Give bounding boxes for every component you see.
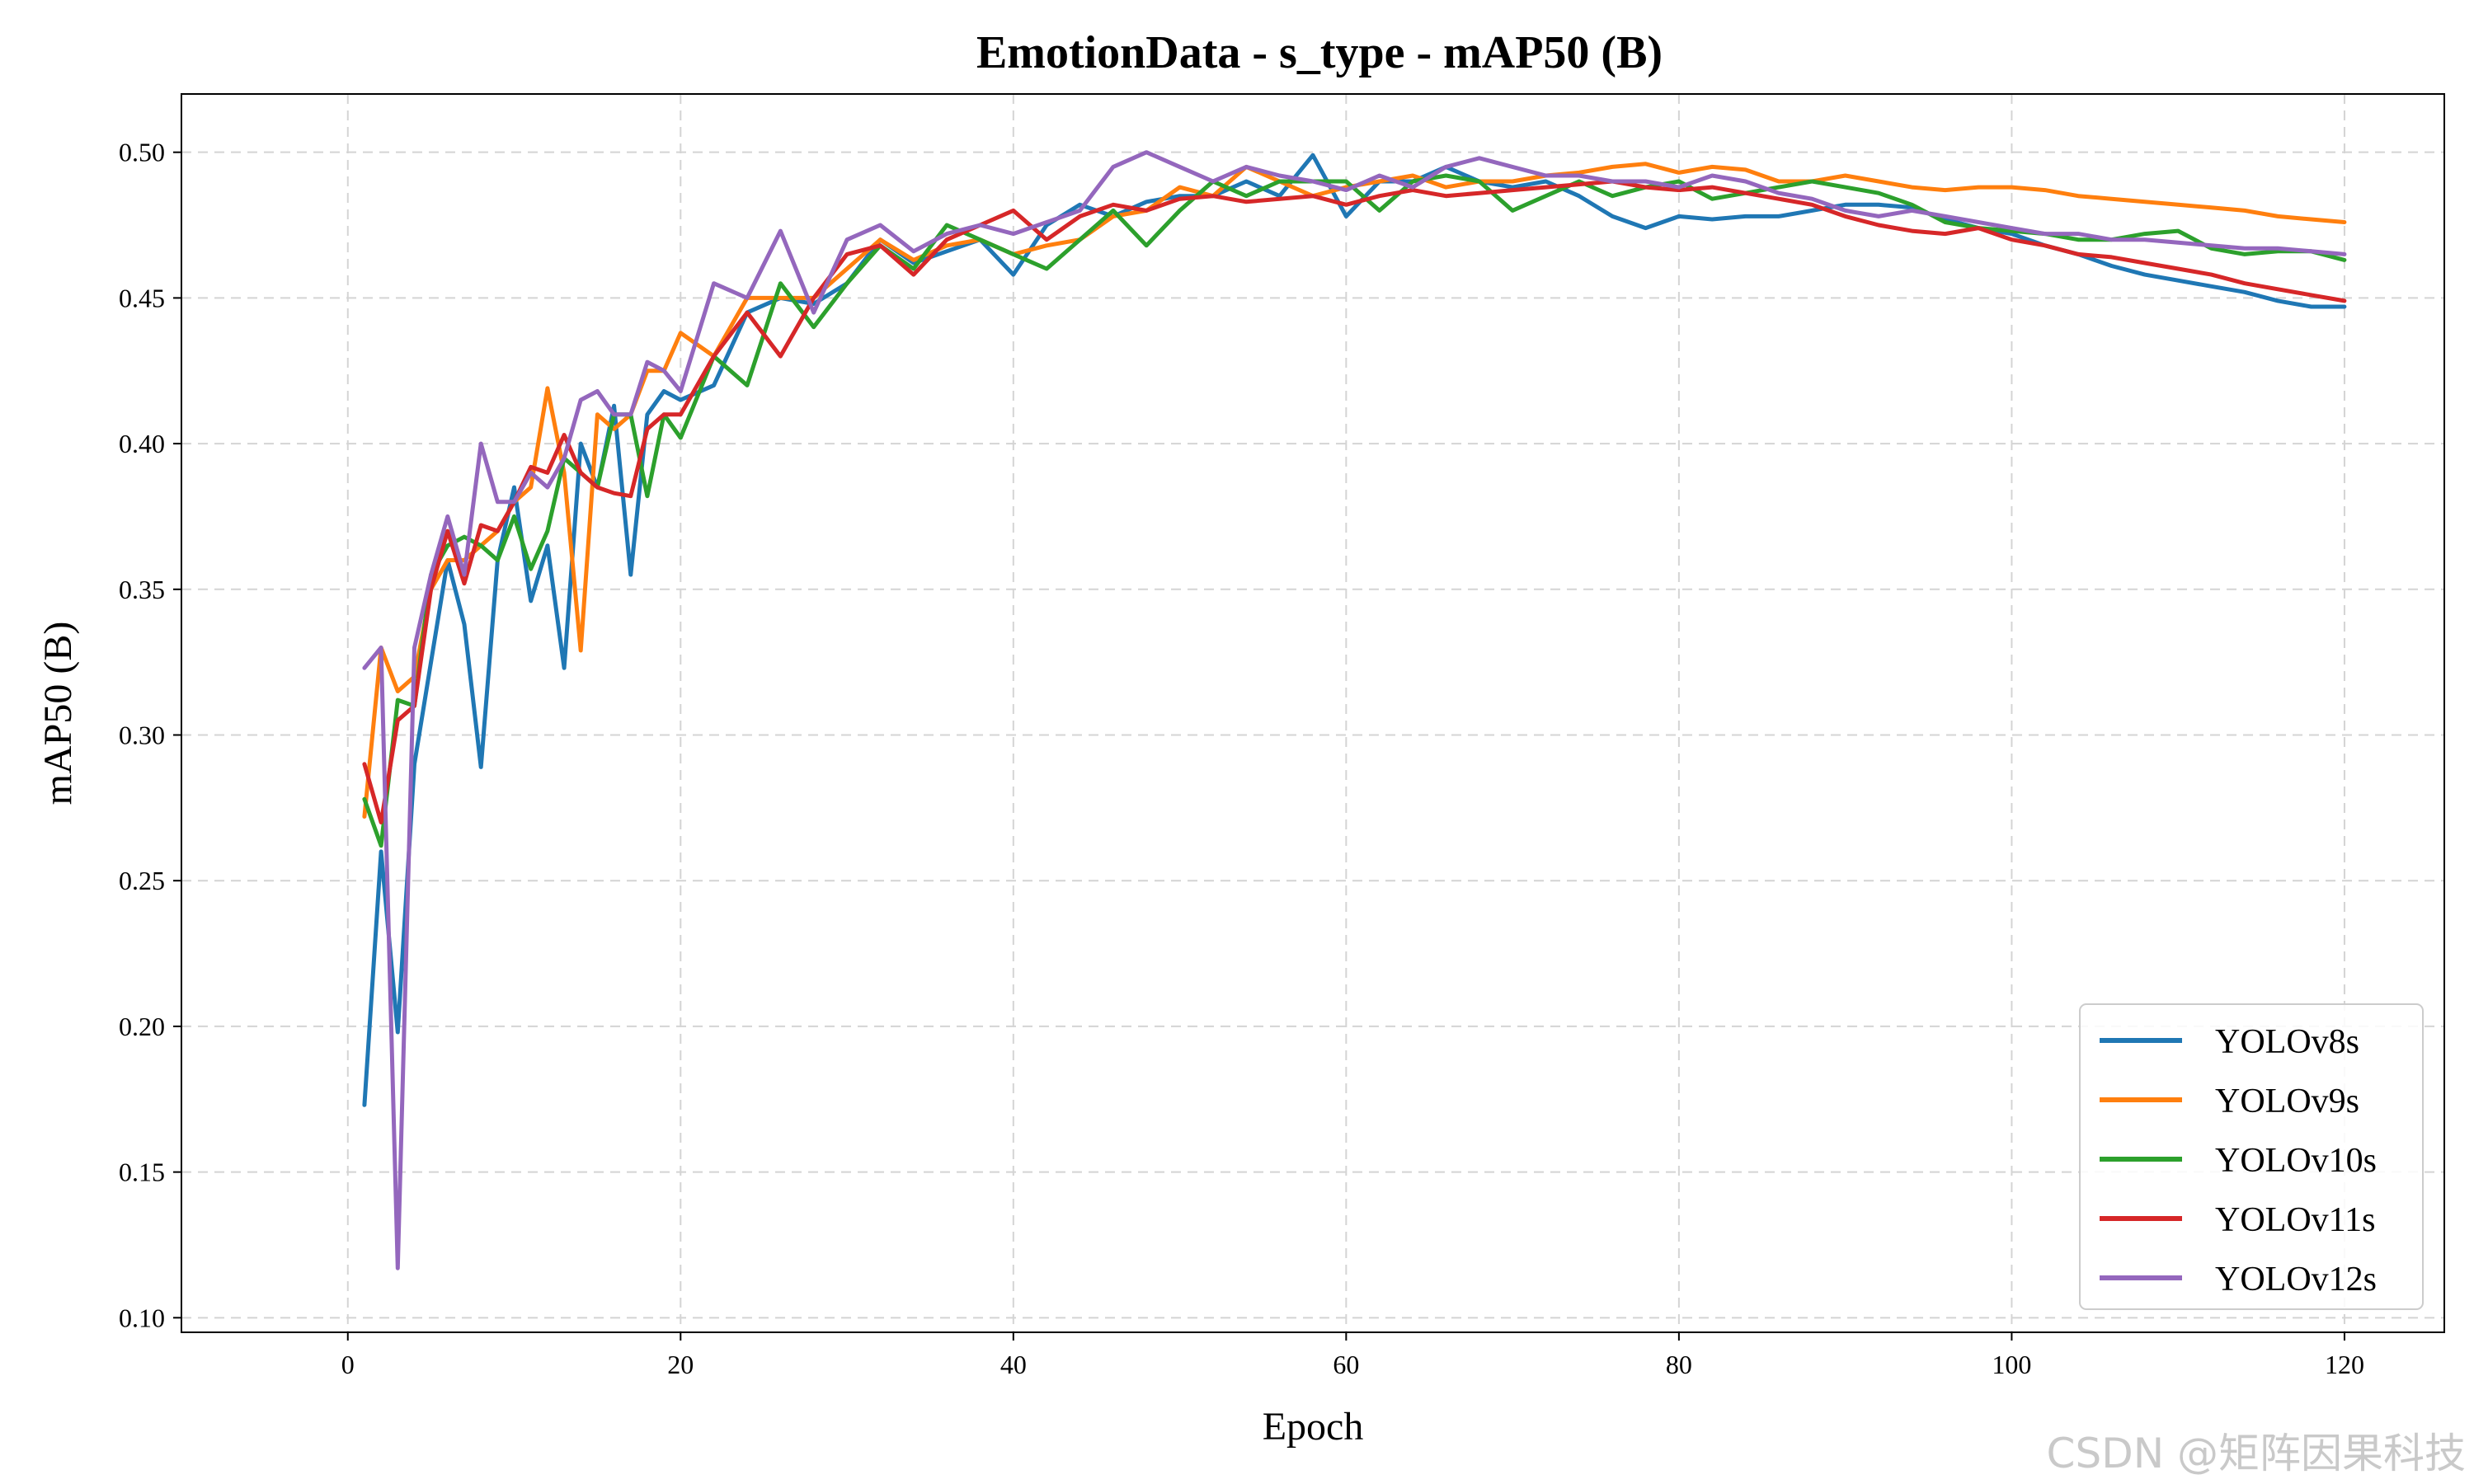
grid [181,94,2444,1332]
legend: YOLOv8s YOLOv9s YOLOv10s YOLOv11s YOLOv12s [2079,1003,2424,1310]
series-lines [362,150,2347,1270]
watermark: CSDN @矩阵因果科技 [2047,1430,2466,1477]
x-tick-label: 120 [2325,1350,2364,1379]
y-tick-label: 0.20 [119,1012,165,1041]
legend-label-yolov9s: YOLOv9s [2215,1082,2359,1120]
series-line-yolov12s [362,150,2347,1270]
series-line-yolov10s [362,173,2347,848]
legend-label-yolov8s: YOLOv8s [2215,1023,2359,1061]
y-axis-label: mAP50 (B) [36,622,80,805]
x-tick-label: 100 [1992,1350,2031,1379]
y-tick-label: 0.25 [119,866,165,895]
x-tick-label: 20 [667,1350,694,1379]
plot-frame [181,93,2445,1333]
x-tick-label: 60 [1333,1350,1359,1379]
legend-box [2079,1003,2424,1310]
y-tick-label: 0.10 [119,1303,165,1332]
legend-label-yolov12s: YOLOv12s [2215,1261,2377,1298]
legend-label-yolov11s: YOLOv11s [2215,1201,2375,1239]
y-tick-label: 0.50 [119,138,165,167]
axis-ticks: 0 20 40 60 80 100 120 0.10 0.15 0.20 0.25 0.30 0.35 0… [119,138,2364,1379]
y-tick-label: 0.15 [119,1158,165,1187]
chart-title: EmotionData - s_type - mAP50 (B) [976,27,1663,78]
x-tick-label: 40 [1000,1350,1027,1379]
x-tick-label: 0 [341,1350,355,1379]
y-tick-label: 0.35 [119,575,165,604]
y-tick-label: 0.45 [119,283,165,312]
y-tick-label: 0.40 [119,429,165,458]
series-line-yolov11s [362,179,2347,824]
x-axis-label: Epoch [1263,1405,1364,1449]
y-tick-label: 0.30 [119,721,165,750]
legend-label-yolov10s: YOLOv10s [2215,1142,2377,1180]
series-line-yolov9s [362,162,2347,819]
x-tick-label: 80 [1666,1350,1692,1379]
